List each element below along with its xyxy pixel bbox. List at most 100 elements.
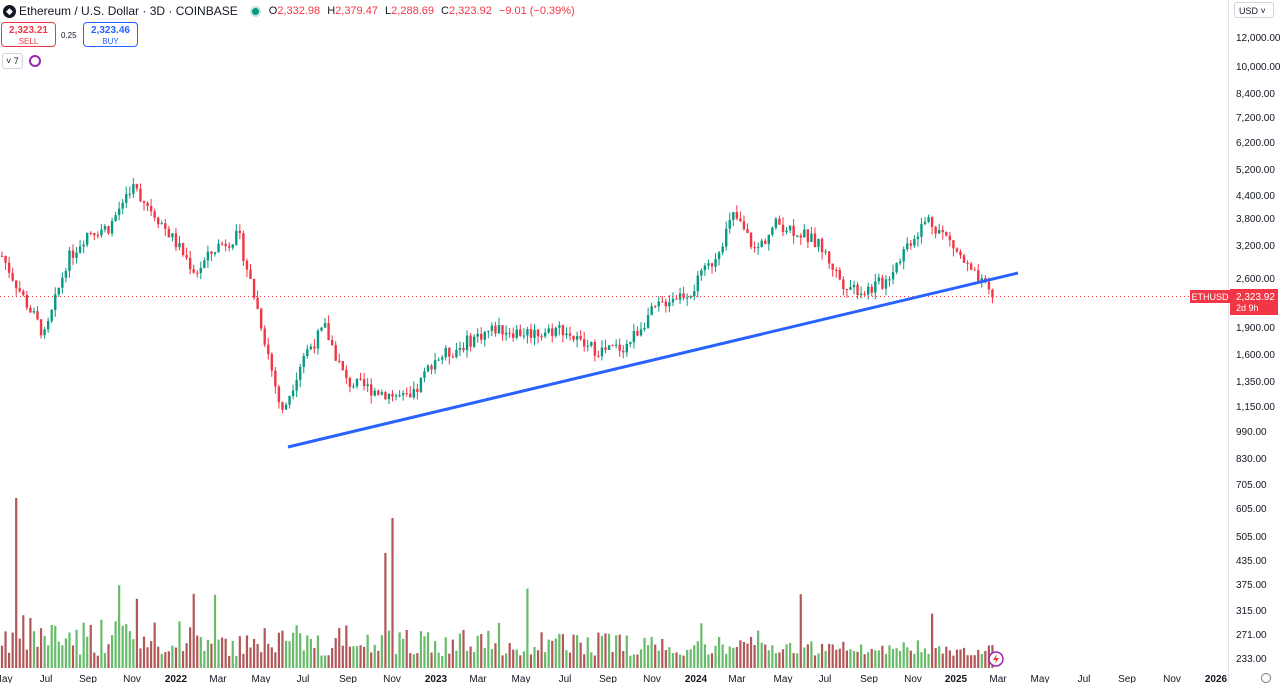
volume-bar (757, 630, 760, 668)
candle-body (362, 379, 366, 387)
volume-bar (647, 645, 650, 668)
candle-body (352, 386, 355, 388)
volume-bar (252, 638, 256, 668)
time-axis[interactable]: May Jul Sep Nov 2022 Mar May Jul Sep Nov 2023 Mar Ma… (0, 674, 1228, 683)
volume-bar (938, 646, 941, 668)
candle-body (61, 277, 64, 288)
candle-body (788, 225, 792, 231)
volume-bar (61, 645, 64, 668)
candle-body (920, 223, 923, 237)
volume-bar (125, 624, 128, 668)
volume-bar (852, 651, 856, 668)
candle-body (316, 330, 320, 349)
candle-body (767, 234, 770, 244)
symbol-title[interactable]: Ethereum / U.S. Dollar · 3D · COINBASE (19, 4, 238, 18)
candle-body (611, 345, 614, 347)
candle-body (565, 333, 568, 336)
lightning-icon[interactable] (988, 651, 1004, 667)
candle-body (135, 184, 139, 189)
symbol-tag (1190, 290, 1230, 303)
volume-bar (764, 644, 767, 668)
candle-body (969, 263, 973, 270)
sell-label: SELL (18, 37, 39, 46)
candle-body (320, 327, 323, 331)
volume-bar (639, 649, 643, 668)
candle-body (472, 336, 476, 347)
currency-dropdown[interactable]: USD ˅ (1234, 2, 1274, 18)
volume-bar (75, 629, 78, 668)
volume-bar (391, 518, 394, 668)
volume-bar (394, 654, 398, 668)
candle-body (249, 269, 252, 279)
price-axis-label: 5,200.00 (1236, 165, 1275, 176)
indicators-collapse-button[interactable]: ˅ 7 (2, 53, 23, 69)
volume-bar (299, 633, 302, 668)
volume-bar (707, 654, 710, 668)
candle-body (313, 346, 316, 349)
candle-body (685, 297, 689, 299)
volume-bar (923, 648, 927, 668)
volume-bar (203, 650, 206, 668)
candle-body (235, 230, 238, 245)
settings-icon[interactable] (1261, 673, 1271, 683)
time-axis-label: Jul (559, 674, 572, 683)
candle-body (327, 323, 330, 341)
volume-bar (277, 632, 280, 668)
volume-bar (945, 646, 948, 668)
buy-button[interactable]: 2,323.46 BUY (83, 22, 138, 47)
candle-body (803, 229, 806, 238)
volume-bar (540, 632, 543, 668)
candle-body (710, 263, 714, 267)
volume-bar (419, 631, 422, 668)
volume-bar (906, 647, 909, 668)
symbol-tag-label: ETHUSD (1191, 292, 1229, 302)
sell-button[interactable]: 2,323.21 SELL (1, 22, 56, 47)
candle-body (533, 329, 536, 338)
candle-body (455, 349, 458, 358)
volume-bar (533, 646, 536, 668)
candle-body (916, 236, 920, 239)
candle-body (242, 233, 245, 261)
candle-body (636, 330, 639, 336)
candle-body (483, 332, 486, 340)
volume-bar (107, 644, 110, 668)
volume-bar (487, 630, 490, 668)
candle-body (370, 384, 373, 396)
candle-body (50, 309, 53, 322)
volume-bar (377, 650, 380, 668)
refresh-icon[interactable] (28, 55, 41, 67)
price-axis[interactable]: 12,000.00 10,000.00 8,400.00 7,200.00 6,200.… (1236, 33, 1280, 665)
candle-body (558, 325, 561, 328)
candle-body (604, 347, 607, 350)
volume-bar (884, 653, 888, 668)
candle-body (650, 306, 653, 316)
time-axis-label: May (0, 674, 12, 683)
candle-body (448, 347, 451, 357)
volume-bar (661, 638, 664, 668)
volume-bar (515, 649, 518, 668)
volume-bar (174, 647, 178, 668)
volume-bar (746, 643, 749, 668)
volume-bar (792, 653, 795, 668)
volume-bar (8, 652, 11, 668)
candle-body (36, 311, 39, 320)
price-axis-label: 435.00 (1236, 556, 1267, 567)
price-axis-label: 8,400.00 (1236, 89, 1275, 100)
volume-bar (306, 635, 309, 668)
volume-bar (902, 642, 905, 668)
volume-bar (416, 653, 419, 668)
volume-bar (593, 655, 596, 668)
volume-bar (221, 637, 224, 668)
trendline[interactable] (287, 271, 1019, 449)
volume-bar (671, 653, 675, 668)
volume-bar (817, 653, 820, 668)
volume-bar (178, 621, 181, 668)
volume-bar (114, 621, 117, 668)
volume-bar (50, 624, 53, 668)
time-axis-label: 2026 (1205, 674, 1228, 683)
volume-bar (11, 632, 14, 668)
volume-bar (629, 655, 632, 668)
volume-bar (650, 636, 653, 668)
time-axis-label: May (252, 674, 271, 683)
